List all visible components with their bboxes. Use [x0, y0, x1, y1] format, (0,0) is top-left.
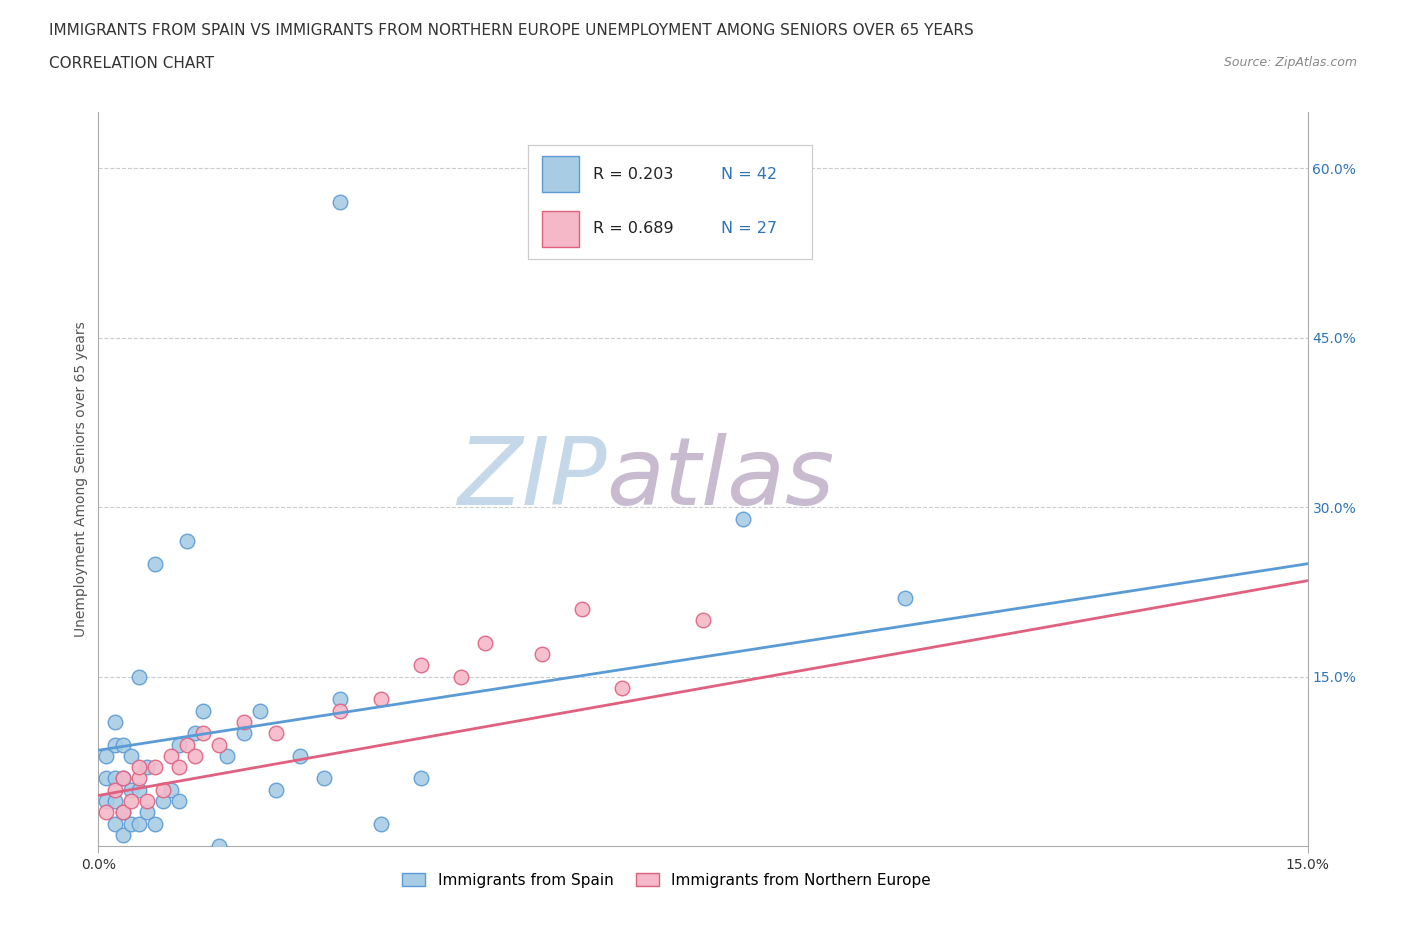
Point [143, 760, 166, 775]
Point [474, 635, 496, 650]
Text: atlas: atlas [606, 433, 835, 525]
Point [135, 793, 157, 808]
Point [184, 725, 207, 740]
Point [152, 782, 174, 797]
Point [167, 737, 190, 752]
Point [249, 703, 271, 718]
Point [120, 782, 142, 797]
Point [120, 817, 142, 831]
Point [128, 771, 150, 786]
Point [103, 793, 125, 808]
Point [193, 725, 215, 740]
Point [120, 749, 142, 764]
Point [111, 771, 134, 786]
Point [103, 771, 125, 786]
Point [692, 613, 714, 628]
Point [217, 749, 239, 764]
Point [167, 760, 190, 775]
Point [193, 703, 215, 718]
Point [184, 749, 207, 764]
Point [103, 714, 125, 729]
Point [111, 805, 134, 820]
Point [370, 817, 392, 831]
Point [111, 737, 134, 752]
Point [450, 670, 472, 684]
Point [232, 714, 254, 729]
Point [409, 771, 432, 786]
Point [96, 771, 118, 786]
Point [370, 692, 392, 707]
Point [111, 805, 134, 820]
Point [571, 602, 593, 617]
Point [167, 793, 190, 808]
Y-axis label: Unemployment Among Seniors over 65 years: Unemployment Among Seniors over 65 years [75, 321, 89, 637]
Point [128, 782, 150, 797]
Point [329, 703, 352, 718]
Text: CORRELATION CHART: CORRELATION CHART [49, 56, 214, 71]
Point [152, 793, 174, 808]
Point [103, 817, 125, 831]
Point [176, 737, 198, 752]
Point [160, 749, 183, 764]
Point [103, 782, 125, 797]
Point [96, 805, 118, 820]
Point [128, 760, 150, 775]
Point [208, 839, 231, 854]
Point [264, 725, 287, 740]
Point [143, 556, 166, 571]
Point [111, 828, 134, 843]
Point [135, 805, 157, 820]
Legend: Immigrants from Spain, Immigrants from Northern Europe: Immigrants from Spain, Immigrants from N… [396, 867, 938, 894]
Point [288, 749, 311, 764]
Point [176, 534, 198, 549]
Point [143, 817, 166, 831]
Point [530, 646, 553, 661]
Point [409, 658, 432, 673]
Point [128, 670, 150, 684]
Text: ZIP: ZIP [457, 433, 606, 525]
Point [893, 591, 915, 605]
Point [329, 692, 352, 707]
Point [329, 194, 352, 209]
Point [96, 793, 118, 808]
Point [96, 749, 118, 764]
Point [160, 782, 183, 797]
Point [733, 512, 755, 526]
Point [264, 782, 287, 797]
Text: Source: ZipAtlas.com: Source: ZipAtlas.com [1223, 56, 1357, 69]
Point [232, 725, 254, 740]
Point [612, 681, 634, 696]
Point [111, 771, 134, 786]
Point [208, 737, 231, 752]
Point [103, 737, 125, 752]
Point [120, 793, 142, 808]
Point [314, 771, 336, 786]
Text: IMMIGRANTS FROM SPAIN VS IMMIGRANTS FROM NORTHERN EUROPE UNEMPLOYMENT AMONG SENI: IMMIGRANTS FROM SPAIN VS IMMIGRANTS FROM… [49, 23, 974, 38]
Point [135, 760, 157, 775]
Point [128, 817, 150, 831]
